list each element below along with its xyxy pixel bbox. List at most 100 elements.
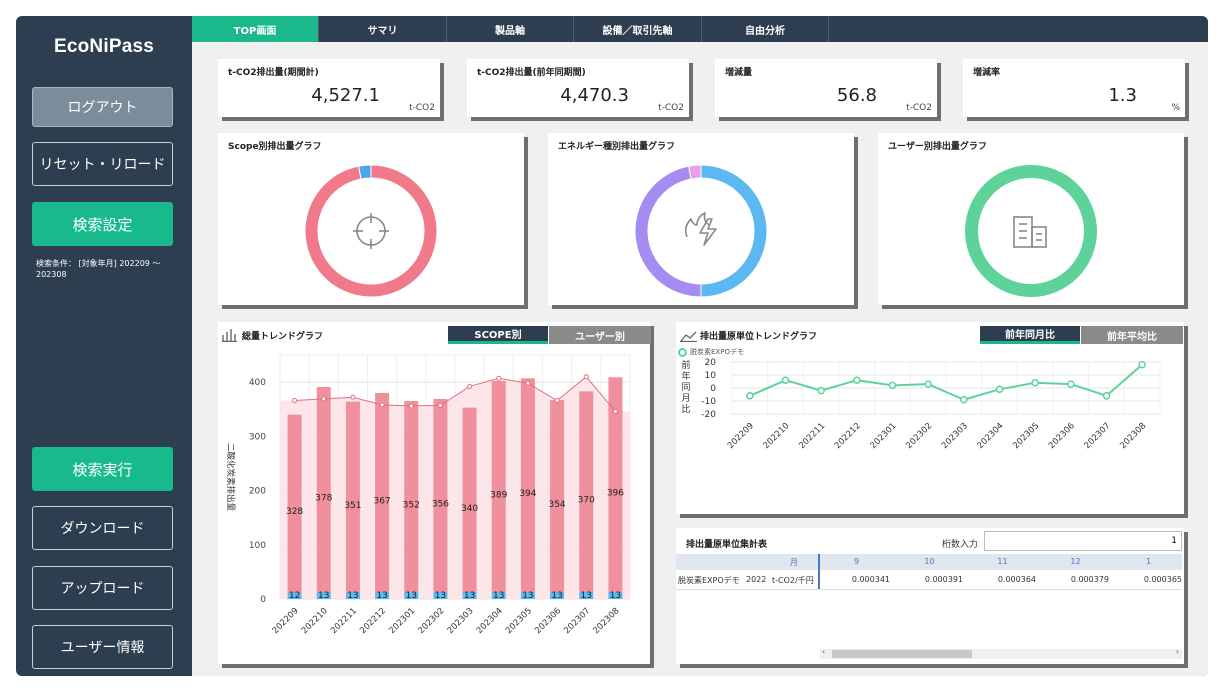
avg-toggle-button[interactable]: 前年平均比 (1081, 326, 1183, 344)
reset-reload-button[interactable]: リセット・リロード (32, 142, 173, 186)
panel-title: 総量トレンドグラフ (242, 332, 324, 342)
data-label: 394 (519, 489, 536, 499)
x-tick-label: 202307 (1083, 421, 1113, 451)
bar-scope1 (491, 591, 506, 599)
data-label: 389 (490, 491, 507, 501)
donut-slice (688, 164, 702, 180)
tab-equipment-partner[interactable]: 設備／取引先軸 (574, 16, 702, 42)
kpi-title: 増減量 (725, 68, 753, 78)
intensity-point (817, 386, 825, 395)
row-value: 0.000341 (851, 575, 890, 584)
data-label: 12 (289, 591, 300, 601)
x-tick-label: 202211 (797, 421, 827, 451)
x-tick-label: 202211 (329, 606, 359, 636)
x-tick-label: 202308 (1118, 421, 1148, 451)
scope-donut-panel: Scope別排出量グラフ (218, 133, 524, 305)
energy-donut-chart[interactable] (548, 133, 854, 305)
tab-product[interactable]: 製品軸 (447, 16, 574, 42)
yoy-toggle-button[interactable]: 前年同月比 (980, 326, 1080, 344)
intensity-point (1138, 360, 1146, 369)
search-condition: 検索条件： [対象年月] 202209 ～ 202308 (36, 258, 186, 280)
y-tick-label: 300 (249, 432, 266, 442)
scroll-right-icon[interactable]: › (1175, 647, 1179, 656)
data-label: 13 (435, 591, 446, 601)
total-trend-chart[interactable]: 0 100 200 300 400 328 12 378 13 351 13 367 13 352 13 35… (218, 350, 650, 664)
trend-point (350, 394, 356, 400)
x-tick-label: 202308 (592, 606, 622, 636)
search-settings-button[interactable]: 検索設定 (32, 202, 173, 246)
kpi-value: 4,470.3 (560, 85, 629, 106)
trend-line (294, 375, 616, 412)
user-donut-chart[interactable] (878, 133, 1184, 305)
trend-point (554, 398, 560, 404)
scrollbar-thumb[interactable] (832, 650, 972, 658)
horizontal-scrollbar[interactable]: ‹ › (820, 647, 1182, 659)
logo: EcoNiPass (53, 36, 155, 57)
download-button[interactable]: ダウンロード (32, 506, 173, 550)
kpi-unit: t-CO2 (906, 103, 932, 113)
tab-free-analysis[interactable]: 自由分析 (702, 16, 829, 42)
upload-button[interactable]: アップロード (32, 566, 173, 610)
tab-top[interactable]: TOP画面 (192, 16, 319, 42)
bar-scope1 (608, 591, 623, 599)
logout-button[interactable]: ログアウト (32, 87, 173, 127)
y-tick-label: 10 (705, 371, 717, 381)
row-value: 0.000391 (924, 575, 963, 584)
row-label: 脱炭素EXPOデモ (678, 576, 740, 585)
bar-scope1 (375, 591, 390, 599)
x-tick-label: 202209 (726, 421, 756, 451)
y-tick-label: 400 (249, 378, 266, 388)
intensity-point (781, 376, 790, 384)
data-label: 13 (347, 591, 358, 601)
table-header-cell: 10 (924, 557, 935, 566)
x-tick-label: 202307 (562, 606, 592, 636)
search-execute-button[interactable]: 検索実行 (32, 447, 173, 491)
bar-scope1 (345, 591, 360, 599)
panel-title: 排出量原単位トレンドグラフ (700, 332, 818, 342)
x-tick-label: 202209 (271, 606, 301, 636)
bar (316, 386, 331, 592)
x-tick-label: 202303 (940, 421, 970, 451)
bar (550, 400, 565, 592)
x-tick-label: 202304 (475, 606, 505, 636)
digits-input[interactable] (984, 531, 1182, 551)
data-label: 352 (403, 501, 420, 511)
panel-title: エネルギー種別排出量グラフ (558, 142, 676, 152)
data-label: 13 (551, 591, 562, 601)
search-condition-label: 検索条件： (36, 259, 76, 268)
intensity-line (749, 363, 1143, 401)
bar-scope1 (287, 592, 302, 599)
user-info-button[interactable]: ユーザー情報 (32, 625, 173, 669)
table-header-cell: 11 (997, 557, 1008, 566)
y-axis-label-char: 同 (681, 382, 690, 393)
bar-chart-icon (222, 329, 237, 342)
trend-point (321, 396, 327, 402)
bar-scope1 (579, 591, 594, 599)
user-toggle-button[interactable]: ユーザー別 (549, 326, 651, 344)
user-donut-panel: ユーザー別排出量グラフ (878, 133, 1184, 305)
row-value: 0.000364 (997, 575, 1036, 584)
scroll-left-icon[interactable]: ‹ (822, 647, 826, 656)
bar-scope1 (433, 591, 448, 599)
row-year: 2022 (746, 575, 767, 584)
intensity-trend-chart[interactable]: -20 -10 0 10 20 前年同月比 202209 202210 202211 202212… (676, 358, 1184, 514)
digits-label: 桁数入力 (942, 540, 979, 550)
trend-point (292, 398, 298, 404)
x-tick-label: 202301 (387, 606, 417, 636)
kpi-value: 56.8 (836, 85, 877, 106)
panel-title: ユーザー別排出量グラフ (888, 142, 987, 152)
scope-toggle-button[interactable]: SCOPE別 (448, 326, 548, 344)
trend-point (467, 383, 473, 389)
data-label: 13 (522, 591, 533, 601)
intensity-point (746, 392, 754, 400)
kpi-unit: t-CO2 (658, 103, 684, 113)
bar-scope1 (462, 591, 477, 599)
data-label: 13 (464, 591, 475, 601)
bar (375, 392, 390, 592)
tab-summary[interactable]: サマリ (319, 16, 447, 42)
table-row: 脱炭素EXPOデモ 2022 t-CO2/千円 0.000341 0.00039… (676, 572, 1182, 590)
main-content: TOP画面 サマリ 製品軸 設備／取引先軸 自由分析 t-CO2排出量(期間計)… (192, 16, 1208, 676)
legend-marker (678, 347, 687, 357)
data-label: 13 (610, 591, 621, 601)
scope-donut-chart[interactable] (218, 133, 524, 305)
